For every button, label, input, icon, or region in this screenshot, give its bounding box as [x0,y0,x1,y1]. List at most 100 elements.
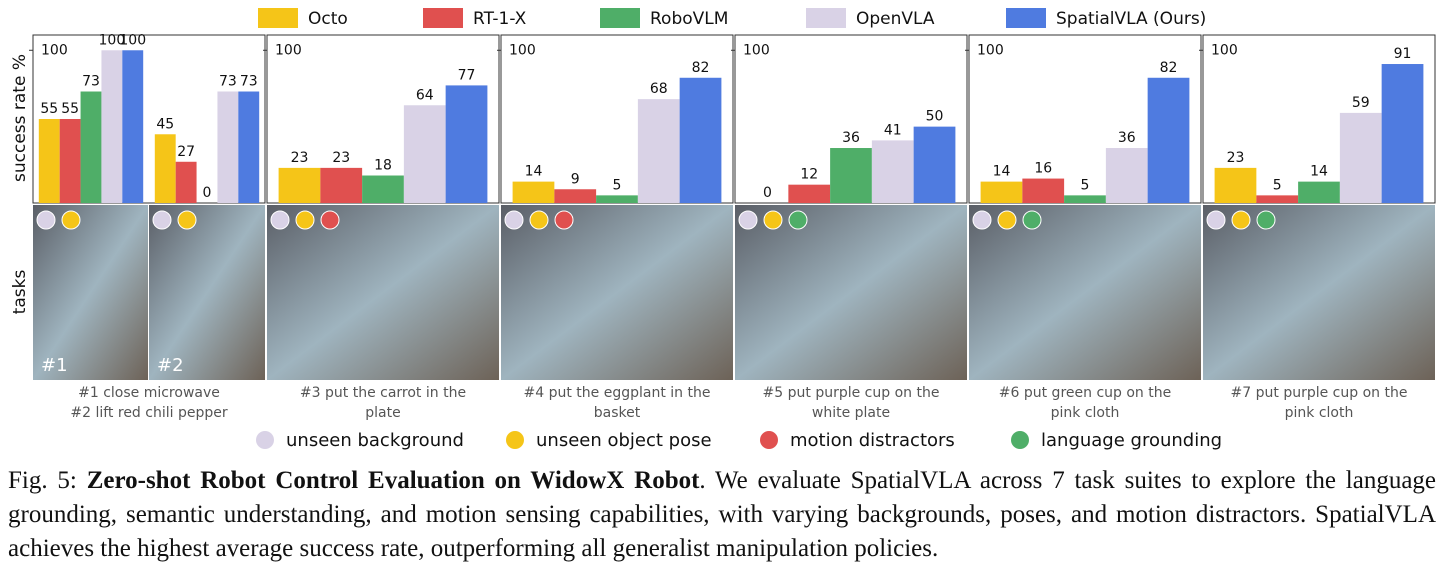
bar [1381,64,1424,203]
bar [980,181,1023,203]
value-label: 68 [650,81,668,97]
task-number: #1 [41,355,68,376]
bar [913,126,956,203]
task-caption: #7 put purple cup on the pink cloth [1230,385,1408,421]
bar [80,91,102,203]
bar [679,77,722,203]
value-label: 45 [156,116,174,132]
bar [101,50,123,203]
condition-badge [529,210,549,230]
value-label: 18 [374,158,392,174]
legend-label: Octo [308,9,348,29]
tasks-label: tasks [10,270,30,315]
condition-badge [61,210,81,230]
condition-badge [1022,210,1042,230]
value-label: 36 [842,130,860,146]
bar [830,148,872,203]
value-label: 50 [926,109,944,125]
legend-swatch [806,8,846,28]
value-label: 23 [332,150,350,166]
task-caption: #2 lift red chili pepper [70,405,228,421]
bar [1214,167,1257,203]
legend-label: SpatialVLA (Ours) [1056,9,1206,29]
value-label: 73 [82,74,100,90]
task-photo [149,205,265,380]
value-label: 0 [203,185,212,201]
bar [320,167,363,203]
value-label: 82 [1160,60,1178,76]
value-label: 16 [1034,161,1052,177]
condition-badge [36,210,56,230]
value-label: 14 [1310,164,1328,180]
condition-swatch [760,431,778,449]
value-label: 23 [291,150,309,166]
legend-swatch [423,8,463,28]
y-axis-label: success rate % [10,54,30,182]
legend-label: OpenVLA [856,9,935,29]
bar [1256,195,1299,203]
value-label: 23 [1227,150,1245,166]
value-label: 91 [1394,46,1412,62]
task-caption: #5 put purple cup on the white plate [762,385,940,421]
condition-label: language grounding [1041,430,1222,451]
bar [1022,178,1065,203]
task-photo [33,205,148,380]
value-label: 55 [61,101,79,117]
bar [788,184,831,203]
value-label: 12 [800,167,818,183]
y-tick-label: 100 [977,42,1004,58]
condition-badge [177,210,197,230]
y-tick-label: 100 [743,42,770,58]
caption-label: Fig. 5: [8,467,77,494]
condition-badge [788,210,808,230]
figure-caption: Fig. 5: Zero-shot Robot Control Evaluati… [8,464,1436,566]
condition-badge [295,210,315,230]
legend-swatch [258,8,298,28]
value-label: 64 [416,87,434,103]
bar [1339,112,1382,203]
task-photo [501,205,733,380]
y-tick-label: 100 [41,42,68,58]
value-label: 36 [1118,130,1136,146]
legend-label: RT-1-X [473,9,527,29]
value-label: 5 [1273,177,1282,193]
bar [403,105,446,203]
bar [175,161,197,203]
task-photo [969,205,1201,380]
task-photo [735,205,967,380]
caption-text: . We evaluate SpatialVLA across 7 task s… [8,467,1437,562]
value-label: 100 [99,32,126,48]
condition-badge [152,210,172,230]
value-label: 27 [177,144,195,160]
bar [59,119,81,203]
bar [637,99,680,203]
bar [1147,77,1190,203]
condition-badge [270,210,290,230]
bar [217,91,239,203]
bar [154,134,176,203]
bar [1064,195,1106,203]
y-tick-label: 100 [509,42,536,58]
value-label: 5 [1081,177,1090,193]
y-tick-label: 100 [1211,42,1238,58]
bar [871,140,914,203]
condition-badge [320,210,340,230]
bar [445,85,488,203]
task-caption: #6 put green cup on the pink cloth [998,385,1172,421]
value-label: 55 [40,101,58,117]
condition-label: unseen object pose [536,430,712,451]
bar [238,91,260,203]
condition-badge [972,210,992,230]
bar [1298,181,1340,203]
condition-badge [504,210,524,230]
task-photo [1203,205,1435,380]
bar [122,50,144,203]
condition-badge [763,210,783,230]
value-label: 77 [458,67,476,83]
condition-badge [1231,210,1251,230]
condition-badge [997,210,1017,230]
condition-swatch [256,431,274,449]
value-label: 5 [613,177,622,193]
